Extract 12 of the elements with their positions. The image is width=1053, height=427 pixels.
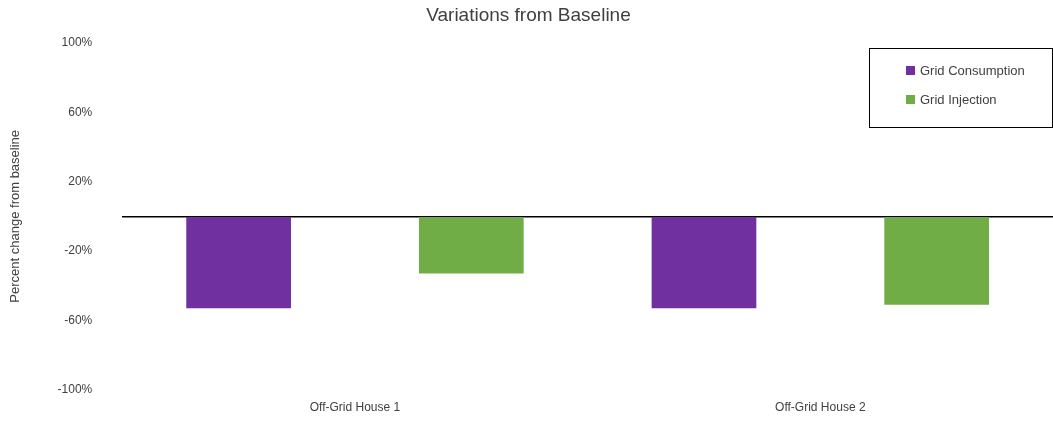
legend-label: Grid Consumption bbox=[920, 63, 1025, 78]
y-tick-label: 60% bbox=[68, 104, 93, 119]
y-axis-title: Percent change from baseline bbox=[7, 129, 23, 303]
y-tick-label: -100% bbox=[57, 382, 93, 397]
y-tick-label: 20% bbox=[68, 173, 93, 188]
legend-label: Grid Injection bbox=[920, 92, 997, 107]
x-tick-label: Off-Grid House 1 bbox=[309, 400, 401, 415]
y-tick-label: -60% bbox=[64, 312, 93, 327]
x-tick-label: Off-Grid House 2 bbox=[775, 400, 866, 415]
chart-title: Variations from Baseline bbox=[426, 3, 631, 25]
y-tick-label: -20% bbox=[64, 243, 93, 258]
y-tick-label: 100% bbox=[61, 35, 93, 50]
